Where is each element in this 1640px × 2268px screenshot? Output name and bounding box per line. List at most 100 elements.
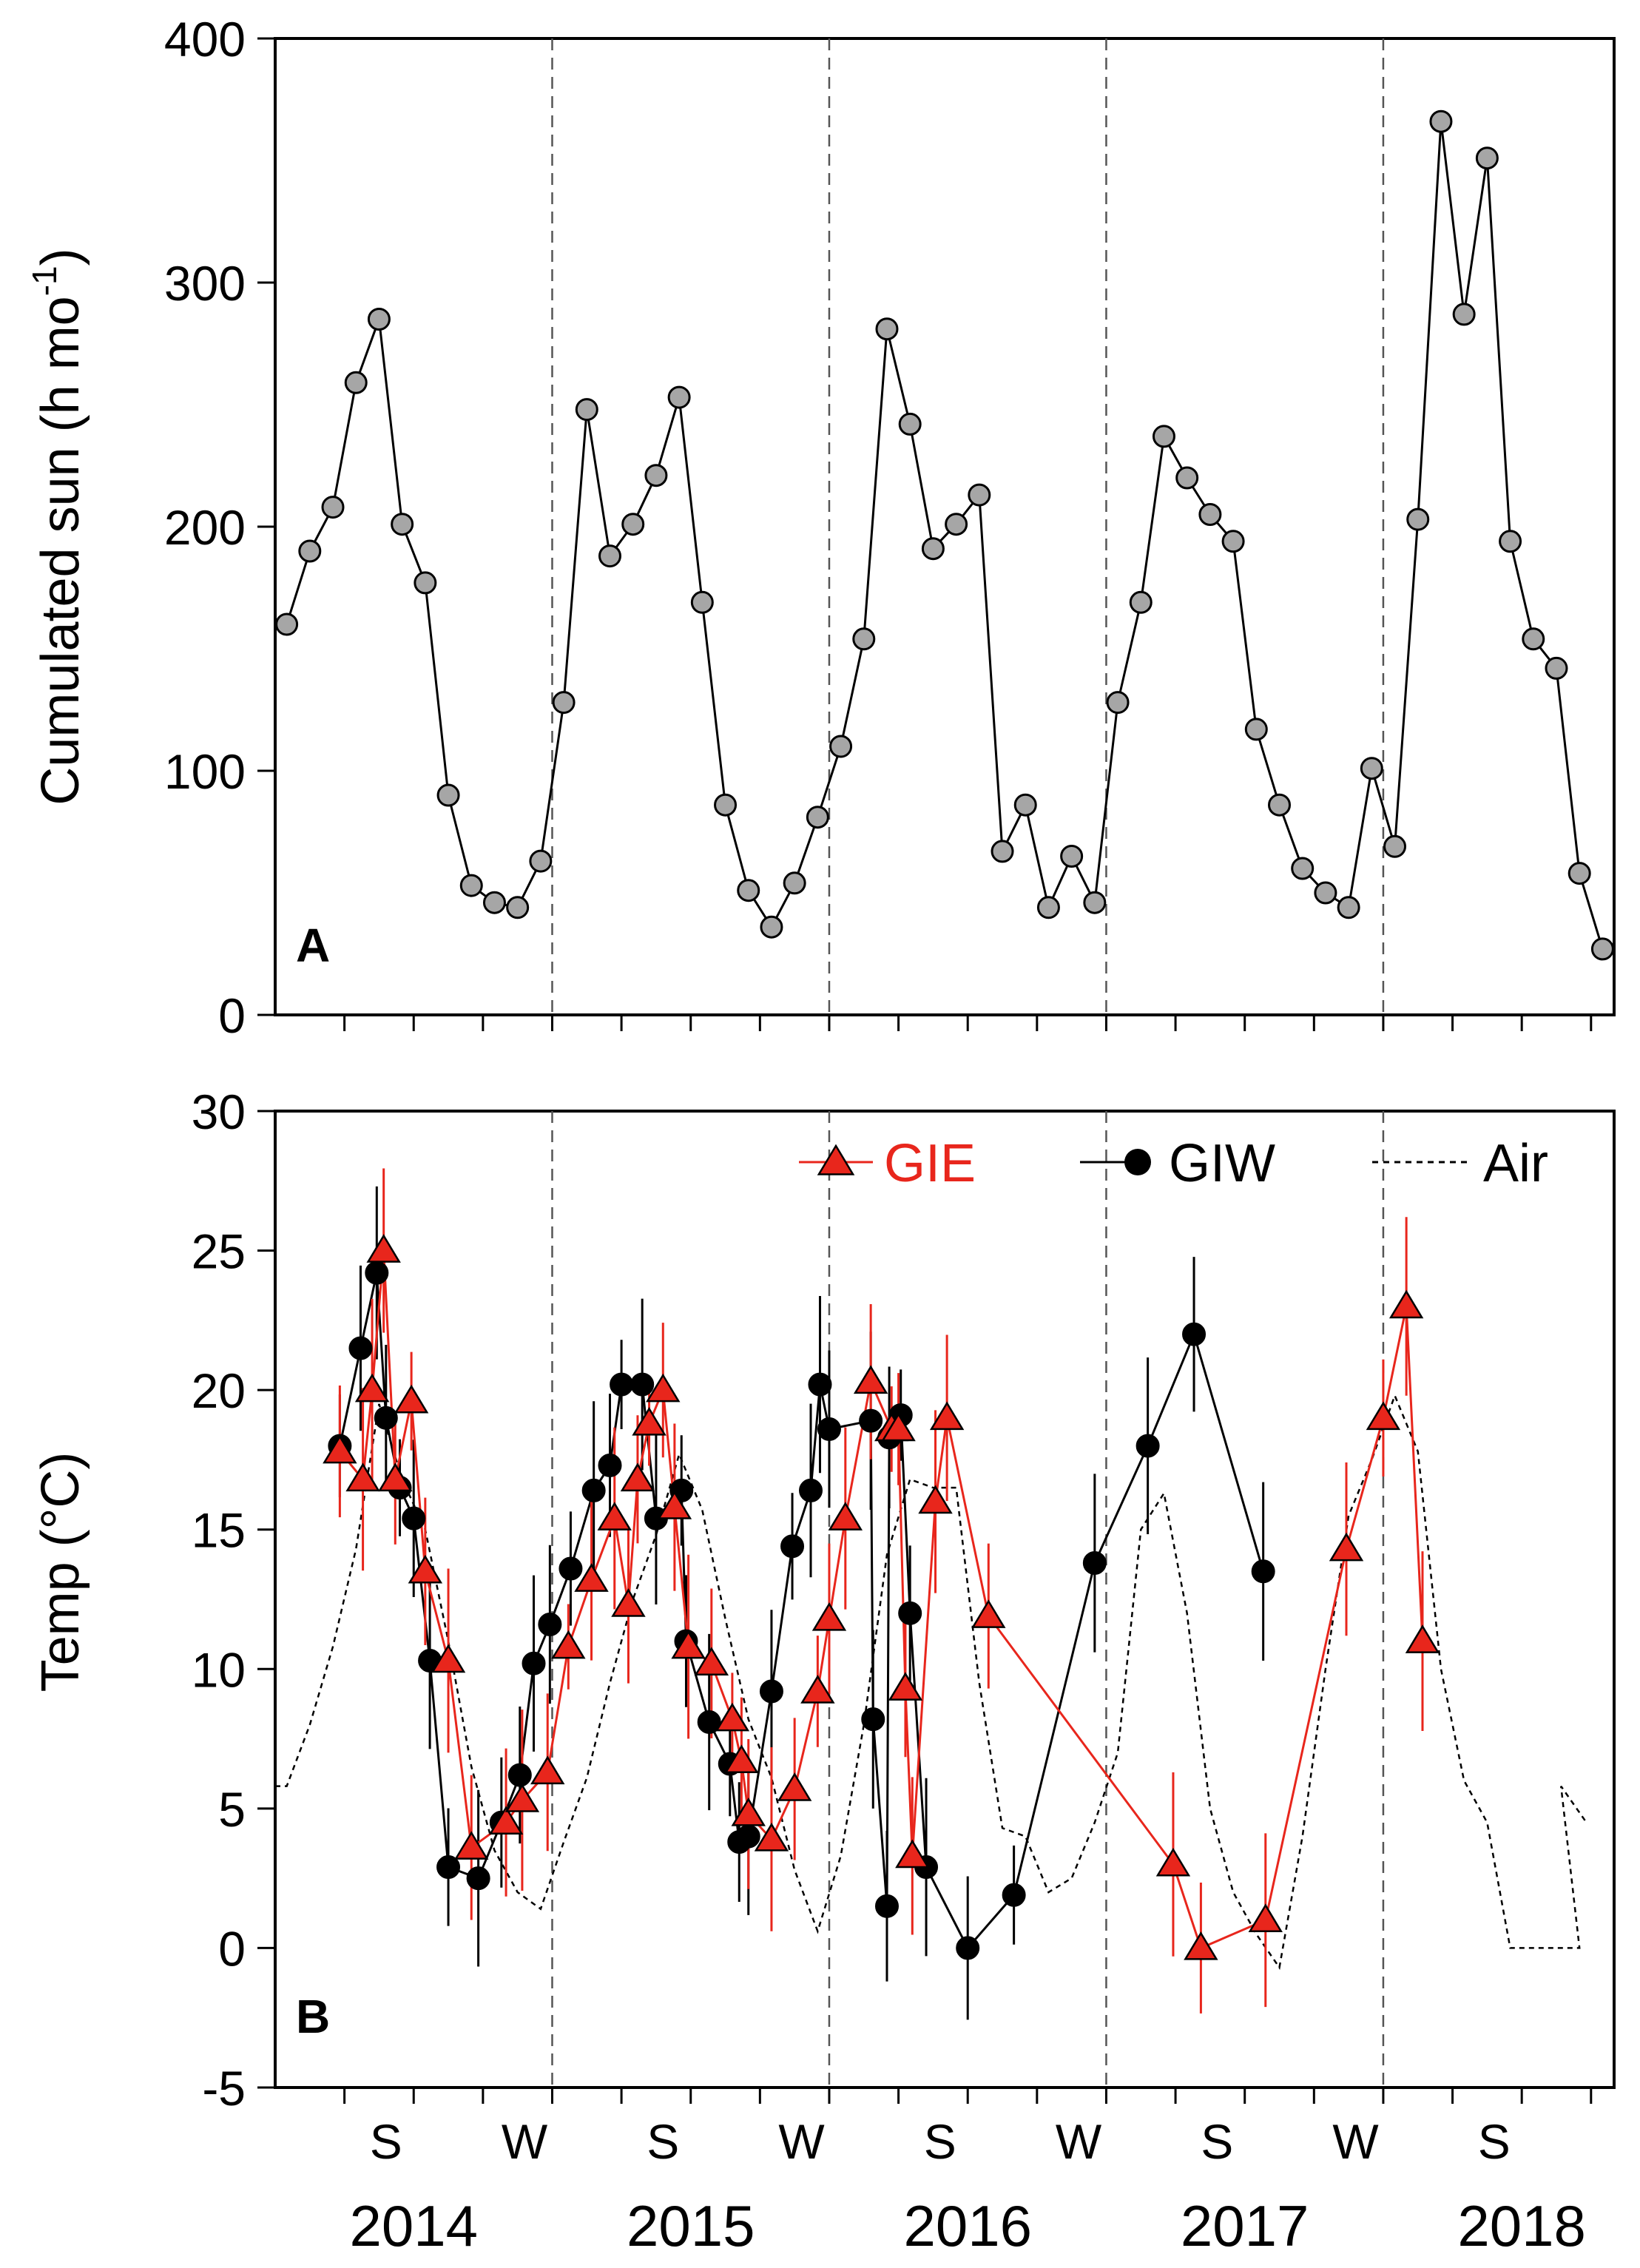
sun-point bbox=[298, 539, 322, 563]
sun-point bbox=[898, 412, 922, 436]
sun-point bbox=[760, 915, 783, 939]
giw-point bbox=[956, 1936, 980, 1960]
sun-point bbox=[644, 464, 668, 487]
giw-point bbox=[697, 1710, 721, 1734]
panel-b-y-label: 15 bbox=[192, 1503, 246, 1558]
sun-point bbox=[414, 571, 437, 595]
year-label-2015: 2015 bbox=[627, 2193, 755, 2258]
gie-point bbox=[881, 1412, 916, 1442]
year-label-2017: 2017 bbox=[1181, 2193, 1309, 2258]
season-label-S: S bbox=[370, 2114, 402, 2169]
giw-point bbox=[780, 1534, 805, 1559]
giw-point bbox=[759, 1679, 783, 1704]
sun-point bbox=[344, 371, 368, 394]
season-label-W: W bbox=[778, 2114, 825, 2169]
sun-point bbox=[1175, 466, 1199, 490]
season-label-W: W bbox=[1056, 2114, 1102, 2169]
sun-point bbox=[529, 849, 553, 873]
giw-point bbox=[817, 1417, 841, 1441]
gie-point bbox=[574, 1563, 609, 1592]
gie-point bbox=[895, 1839, 930, 1869]
sun-point bbox=[806, 806, 829, 829]
panel-a-y-label: 0 bbox=[218, 988, 246, 1043]
gie-point bbox=[1248, 1903, 1283, 1932]
season-label-S: S bbox=[647, 2114, 679, 2169]
gie-point bbox=[530, 1755, 565, 1785]
legend-gie-label: GIE bbox=[884, 1134, 976, 1193]
sun-point bbox=[1429, 109, 1453, 133]
sun-point bbox=[875, 317, 899, 341]
gie-point bbox=[323, 1434, 357, 1464]
giw-point bbox=[1135, 1434, 1160, 1458]
giw-point bbox=[1082, 1550, 1107, 1575]
sun-point bbox=[991, 840, 1014, 863]
panel-b-y-label: 10 bbox=[192, 1642, 246, 1697]
giw-point bbox=[507, 1763, 532, 1787]
panel-a-y-title-main: Cumulated sun (h mo bbox=[31, 296, 90, 805]
panel-b-y-label: 0 bbox=[218, 1921, 246, 1976]
gie-point bbox=[918, 1485, 953, 1514]
panel-b-y-label: -5 bbox=[202, 2061, 246, 2116]
sun-point bbox=[1013, 793, 1037, 817]
giw-point bbox=[402, 1506, 426, 1530]
gie-point bbox=[632, 1406, 667, 1436]
gie-point bbox=[929, 1401, 965, 1431]
sun-point bbox=[1198, 503, 1222, 526]
gie-point bbox=[971, 1599, 1006, 1628]
giw-point bbox=[374, 1405, 398, 1430]
sun-point bbox=[1499, 530, 1522, 553]
sun-point bbox=[275, 612, 299, 636]
sun-point bbox=[1337, 896, 1360, 919]
legend-giw-label: GIW bbox=[1169, 1134, 1275, 1193]
sun-point bbox=[1036, 896, 1060, 919]
sun-point bbox=[1383, 834, 1407, 858]
giw-point bbox=[610, 1372, 634, 1397]
gie-point bbox=[1155, 1847, 1191, 1877]
giw-point bbox=[581, 1478, 606, 1502]
gie-point bbox=[646, 1373, 681, 1403]
gie-point bbox=[853, 1365, 888, 1394]
giw-point bbox=[861, 1707, 885, 1732]
sun-point bbox=[1568, 862, 1591, 885]
sun-point bbox=[1406, 507, 1430, 531]
sun-point bbox=[1152, 425, 1175, 448]
sun-point bbox=[1314, 881, 1337, 905]
panel-a-y-label: 200 bbox=[164, 500, 246, 555]
sun-point bbox=[621, 513, 645, 536]
gie-point bbox=[620, 1462, 655, 1492]
sun-point bbox=[1221, 530, 1245, 553]
giw-point bbox=[522, 1651, 546, 1675]
panel-b-y-label: 5 bbox=[218, 1782, 246, 1837]
gie-point bbox=[431, 1644, 466, 1673]
year-label-2014: 2014 bbox=[349, 2193, 478, 2258]
sun-point bbox=[575, 398, 598, 422]
sun-point bbox=[714, 793, 738, 817]
gie-point bbox=[378, 1462, 413, 1492]
season-label-S: S bbox=[924, 2114, 956, 2169]
giw-point bbox=[808, 1372, 832, 1397]
year-label-2016: 2016 bbox=[903, 2193, 1032, 2258]
sun-point bbox=[1129, 590, 1153, 614]
panel-b-y-label: 30 bbox=[192, 1084, 246, 1139]
sun-point bbox=[367, 308, 391, 331]
gie-point bbox=[366, 1234, 401, 1263]
giw-point bbox=[466, 1866, 490, 1891]
sun-point bbox=[1268, 793, 1291, 817]
gie-point bbox=[551, 1630, 586, 1659]
panel-b-y-title: Temp (°C) bbox=[31, 1452, 90, 1692]
gie-point bbox=[888, 1672, 923, 1701]
giw-point bbox=[874, 1894, 899, 1918]
sun-point bbox=[737, 879, 760, 902]
giw-point bbox=[799, 1478, 823, 1502]
legend-giw-marker bbox=[1124, 1149, 1151, 1175]
giw-point bbox=[736, 1824, 760, 1849]
gie-point bbox=[611, 1588, 646, 1617]
season-label-W: W bbox=[1332, 2114, 1379, 2169]
gie-point bbox=[731, 1797, 766, 1826]
sun-point bbox=[1360, 757, 1383, 780]
gie-point bbox=[724, 1744, 759, 1773]
gie-point bbox=[1388, 1289, 1424, 1319]
air-line bbox=[275, 1393, 1587, 1971]
